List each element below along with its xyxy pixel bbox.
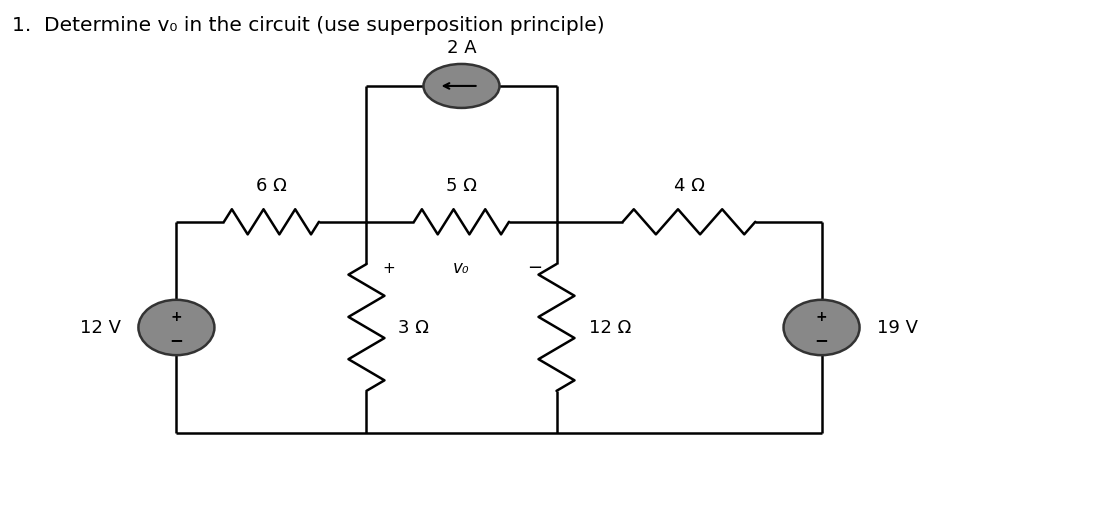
Text: +: + [171,309,182,323]
Text: 3 Ω: 3 Ω [398,319,429,337]
Text: 4 Ω: 4 Ω [674,177,705,195]
Text: 12 Ω: 12 Ω [589,319,631,337]
Text: 19 V: 19 V [877,319,918,337]
Text: 6 Ω: 6 Ω [256,177,287,195]
Text: 2 A: 2 A [447,39,476,57]
Text: 5 Ω: 5 Ω [446,177,476,195]
Ellipse shape [424,65,500,109]
Text: −: − [815,330,828,348]
Ellipse shape [783,300,859,356]
Text: +: + [816,309,827,323]
Text: v₀: v₀ [453,259,470,277]
Text: 12 V: 12 V [81,319,121,337]
Text: +: + [382,260,395,275]
Text: −: − [527,259,542,277]
Text: 1.  Determine v₀ in the circuit (use superposition principle): 1. Determine v₀ in the circuit (use supe… [12,17,606,35]
Text: −: − [170,330,183,348]
Ellipse shape [138,300,214,356]
